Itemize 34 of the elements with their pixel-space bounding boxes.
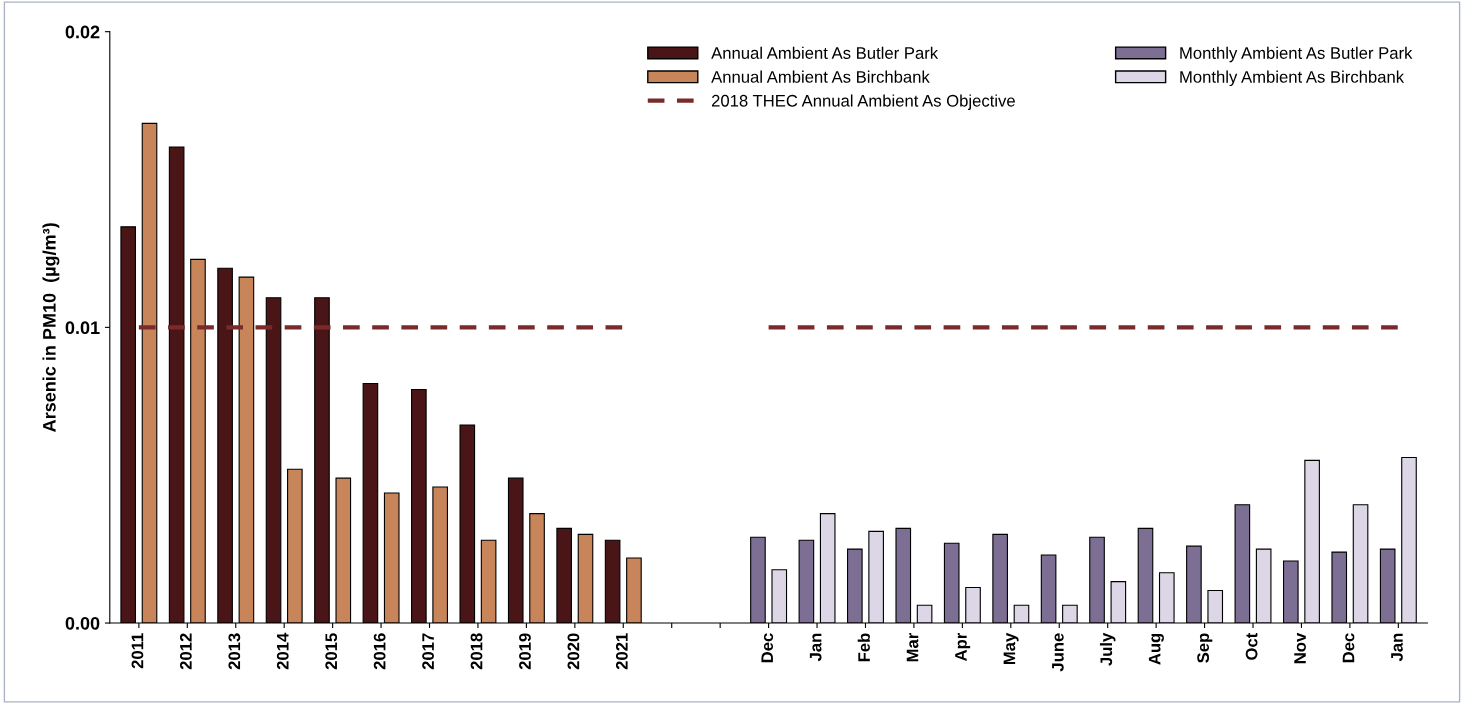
- x-tick-label: Oct: [1245, 632, 1258, 660]
- legend-label: 2018 THEC Annual Ambient As Objective: [711, 94, 1015, 110]
- x-tick-label: Jan: [1391, 633, 1403, 662]
- x-tick-label: 2019: [519, 633, 531, 670]
- x-tick-label: Dec: [761, 633, 774, 663]
- x-tick-label: Dec: [1342, 633, 1355, 663]
- x-tick-label: 2017: [422, 633, 434, 670]
- x-tick-label: 2013: [228, 633, 241, 670]
- x-tick-label: June: [1052, 633, 1064, 672]
- x-tick-label: 2018: [470, 633, 483, 670]
- x-tick-label: Aug: [1148, 633, 1164, 665]
- x-tick-label: Sep: [1197, 633, 1213, 663]
- y-tick-label: 0.00: [65, 616, 100, 630]
- x-tick-label: 2021: [615, 633, 628, 670]
- x-tick-label: 2015: [325, 633, 338, 670]
- x-tick-label: May: [1003, 632, 1019, 665]
- x-tick-label: Jan: [809, 633, 822, 662]
- y-tick-label: 0.01: [65, 321, 100, 335]
- x-tick-label: July: [1099, 632, 1116, 666]
- legend-label: Annual Ambient As Butler Park: [711, 46, 939, 59]
- x-tick-label: Apr: [955, 633, 971, 662]
- x-tick-label: Feb: [857, 633, 870, 662]
- legend-label: Monthly Ambient As Birchbank: [1180, 70, 1405, 87]
- x-tick-label: 2014: [276, 632, 289, 670]
- legend-label: Annual Ambient As Birchbank: [711, 70, 930, 83]
- x-tick-label: 2020: [567, 633, 580, 670]
- legend-label: Monthly Ambient As Butler Park: [1180, 46, 1413, 63]
- x-tick-label: 2016: [373, 633, 386, 670]
- y-tick-label: 0.02: [65, 25, 100, 39]
- x-tick-label: 2011: [131, 633, 144, 669]
- x-tick-label: Nov: [1294, 632, 1306, 664]
- y-axis-title: Arsenic in PM10 (µg/m³): [42, 223, 60, 432]
- x-tick-label: 2012: [179, 633, 192, 670]
- x-tick-label: Mar: [906, 633, 919, 662]
